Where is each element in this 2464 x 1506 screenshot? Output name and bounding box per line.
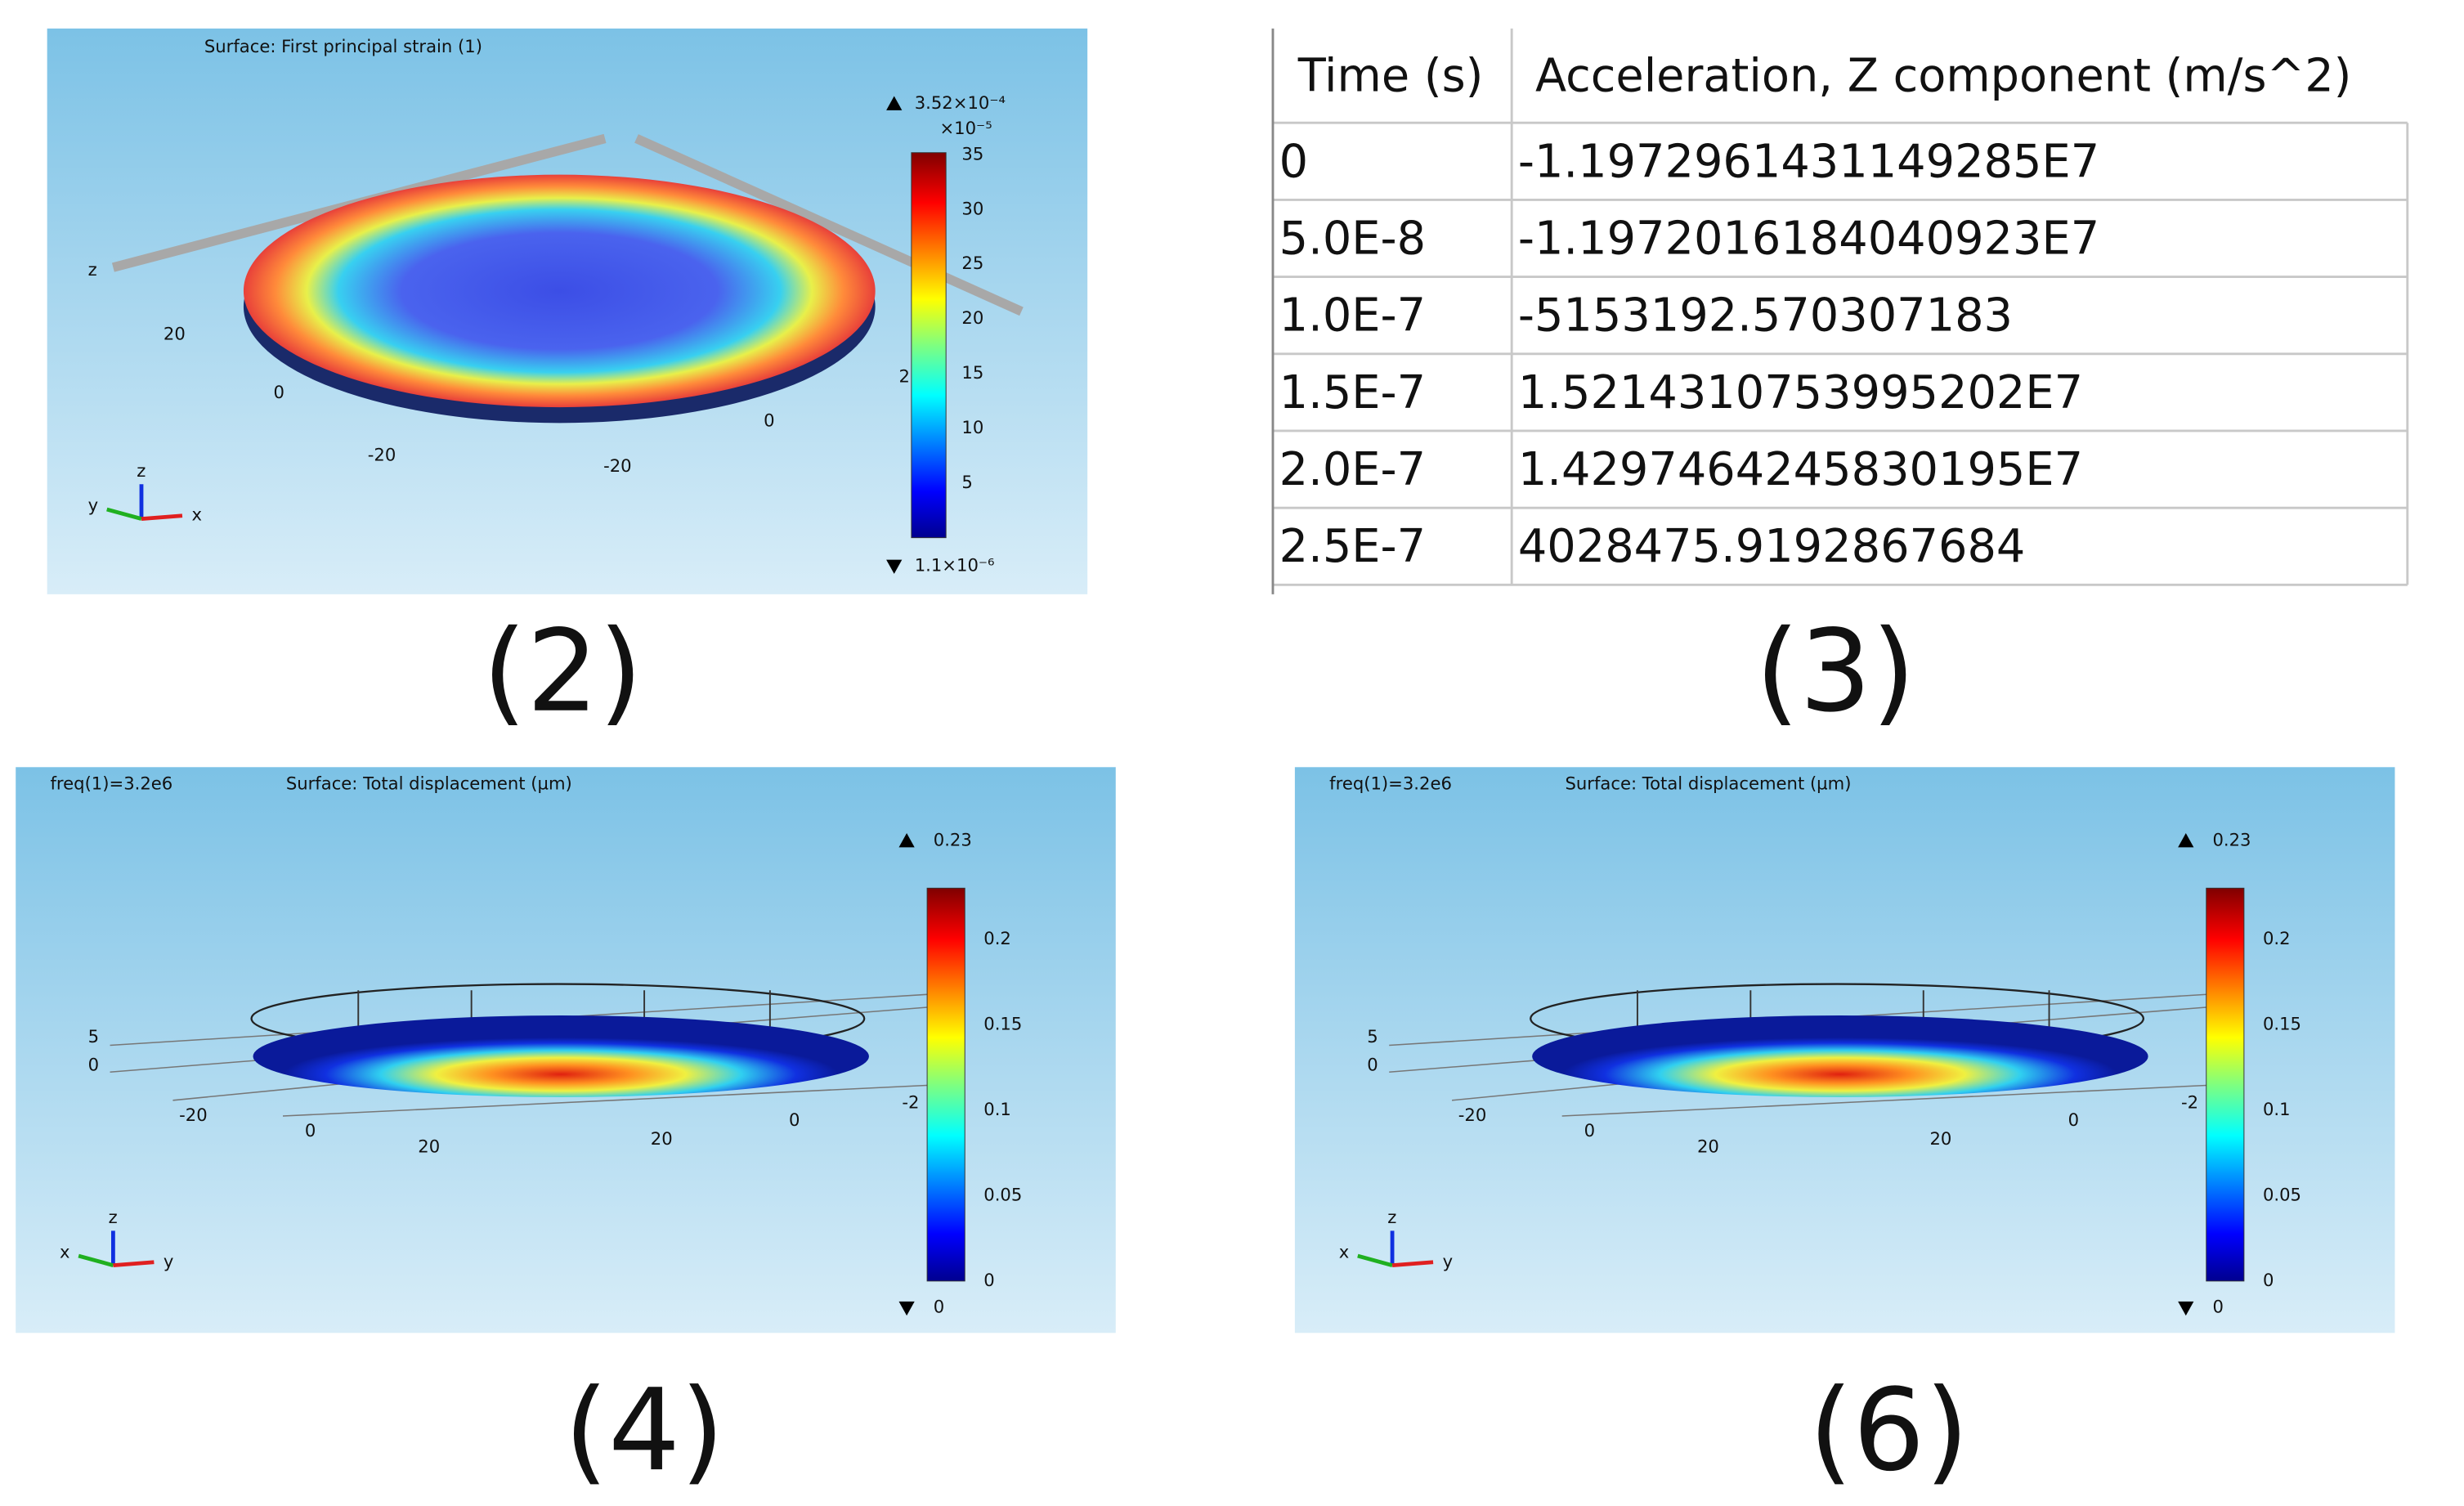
axis-label: 20 — [651, 1128, 673, 1149]
colorbar-tick: 0.15 — [2263, 1013, 2301, 1033]
triad-label: x — [1339, 1241, 1350, 1262]
min-label: 1.1×10⁻⁶ — [915, 554, 995, 575]
table-cell: -1.1972961431149285E7 — [1518, 135, 2099, 188]
table-cell: 0 — [1279, 135, 1308, 188]
colorbar-tick: 0.2 — [983, 928, 1011, 948]
axis-label: 0 — [1584, 1120, 1595, 1141]
table-cell: 2.5E-7 — [1279, 520, 1426, 573]
axis-label: 20 — [1697, 1136, 1719, 1156]
table-cell: 4028475.9192867684 — [1518, 520, 2026, 573]
panel-title: Surface: Total displacement (µm) — [286, 773, 572, 793]
axis-label: -20 — [603, 455, 632, 476]
panel-title: Surface: First principal strain (1) — [204, 36, 482, 56]
axis-label: 5 — [1367, 1026, 1378, 1047]
colorbar-tick: 5 — [961, 472, 972, 492]
table-cell: 1.5214310753995202E7 — [1518, 366, 2083, 419]
axis-label: -20 — [368, 445, 396, 465]
axis-label: 0 — [2068, 1109, 2079, 1130]
disk — [253, 1015, 869, 1097]
min-label: 0 — [934, 1297, 944, 1317]
axis-label: -2 — [2181, 1092, 2198, 1113]
axis-label: 5 — [88, 1026, 99, 1047]
colorbar-tick: 0.1 — [983, 1099, 1011, 1119]
axis-label: 0 — [764, 410, 774, 430]
table-header: Acceleration, Z component (m/s^2) — [1535, 50, 2351, 103]
table-cell: -1.1972016184040923E7 — [1518, 212, 2099, 265]
triad-label: z — [137, 460, 146, 481]
axis-label: z — [88, 259, 97, 280]
caption: (4) — [564, 1365, 724, 1496]
max-label: 3.52×10⁻⁴ — [915, 92, 1006, 113]
axis-label: -20 — [1458, 1105, 1487, 1125]
caption: (6) — [1808, 1365, 1969, 1496]
axis-label: -2 — [902, 1092, 919, 1113]
axis-label: 0 — [1367, 1055, 1378, 1075]
colorbar-tick: 10 — [961, 417, 983, 437]
triad-label: x — [192, 504, 203, 525]
triad-label: z — [1387, 1207, 1396, 1227]
caption: (3) — [1755, 606, 1915, 737]
axis-label: 2 — [898, 366, 909, 387]
triad-label: z — [109, 1207, 118, 1227]
table-cell: 1.5E-7 — [1279, 366, 1426, 419]
axis-label: 0 — [88, 1055, 99, 1075]
disk-top — [244, 175, 876, 407]
table-cell: 2.0E-7 — [1279, 443, 1426, 496]
page: { "panel2": { "title": "Surface: First p… — [0, 0, 2464, 1506]
table-cell: 1.0E-7 — [1279, 289, 1426, 343]
figure: Surface: First principal strain (1) 3.52×… — [0, 0, 2464, 1506]
max-label: 0.23 — [934, 830, 972, 850]
axis-label: 0 — [273, 382, 284, 402]
table-cell: 1.4297464245830195E7 — [1518, 443, 2083, 496]
axis-label: -20 — [179, 1105, 208, 1125]
frequency-label: freq(1)=3.2e6 — [1329, 773, 1452, 793]
triad-label: y — [88, 495, 99, 515]
frequency-label: freq(1)=3.2e6 — [51, 773, 173, 793]
multiplier: ×10⁻⁵ — [939, 118, 992, 138]
colorbar-tick: 0.05 — [2263, 1184, 2301, 1204]
min-label: 0 — [2212, 1297, 2223, 1317]
axis-label: 0 — [305, 1120, 316, 1141]
triad-label: y — [1443, 1251, 1454, 1271]
panel-title: Surface: Total displacement (µm) — [1566, 773, 1852, 793]
colorbar — [927, 888, 965, 1281]
colorbar-tick: 0.1 — [2263, 1099, 2291, 1119]
table-cell: -5153192.570307183 — [1518, 289, 2013, 343]
colorbar-tick: 30 — [961, 198, 983, 218]
triad-label: x — [60, 1241, 70, 1262]
colorbar-tick: 0.05 — [983, 1184, 1022, 1204]
colorbar-tick: 35 — [961, 143, 983, 164]
table-cell: 5.0E-8 — [1279, 212, 1426, 265]
axis-label: 20 — [418, 1136, 440, 1156]
colorbar-tick: 20 — [961, 307, 983, 328]
colorbar-tick: 25 — [961, 253, 983, 273]
axis-label: 20 — [1929, 1128, 1951, 1149]
disk — [1532, 1015, 2148, 1097]
table-header: Time (s) — [1297, 50, 1484, 103]
colorbar — [912, 153, 946, 538]
axis-label: 0 — [789, 1109, 800, 1130]
caption: (2) — [482, 606, 643, 737]
colorbar — [2206, 888, 2244, 1281]
triad-label: y — [164, 1251, 174, 1271]
colorbar-tick: 0 — [983, 1270, 994, 1290]
max-label: 0.23 — [2212, 830, 2251, 850]
colorbar-tick: 0 — [2263, 1270, 2274, 1290]
colorbar-tick: 15 — [961, 362, 983, 383]
colorbar-tick: 0.2 — [2263, 928, 2291, 948]
axis-label: 20 — [164, 324, 186, 344]
colorbar-tick: 0.15 — [983, 1013, 1022, 1033]
